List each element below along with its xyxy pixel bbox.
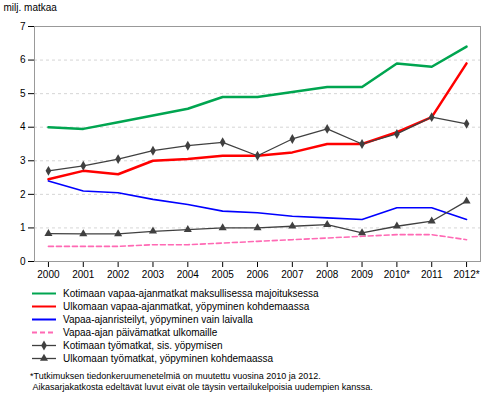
svg-text:3: 3 (20, 155, 26, 166)
svg-text:7: 7 (20, 21, 26, 32)
svg-text:2010*: 2010* (384, 269, 410, 280)
html-text:Ulkomaan työmatkat, yöpyminen: Ulkomaan työmatkat, yöpyminen kohdemaass… (63, 353, 274, 364)
html-text:Aikasarjakatkosta edeltävät lu: Aikasarjakatkosta edeltävät luvut eivät … (30, 382, 373, 392)
svg-text:2006: 2006 (246, 269, 269, 280)
svg-text:2012*: 2012* (453, 269, 479, 280)
html-text:Vapaa-ajanristeilyt, yöpyminen: Vapaa-ajanristeilyt, yöpyminen vain laiv… (63, 314, 253, 325)
html-text:Kotimaan vapaa-ajanmatkat maks: Kotimaan vapaa-ajanmatkat maksullisessa … (63, 288, 319, 299)
svg-text:2001: 2001 (72, 269, 95, 280)
svg-text:0: 0 (20, 256, 26, 267)
svg-text:2011: 2011 (421, 269, 443, 280)
svg-text:milj. matkaa: milj. matkaa (4, 2, 58, 13)
svg-text:2002: 2002 (107, 269, 130, 280)
html-text:Vapaa-ajan päivämatkat ulkomai: Vapaa-ajan päivämatkat ulkomaille (63, 327, 218, 338)
svg-text:2007: 2007 (281, 269, 304, 280)
svg-text:5: 5 (20, 88, 26, 99)
svg-text:2003: 2003 (142, 269, 165, 280)
svg-text:2008: 2008 (316, 269, 339, 280)
html-text:*Tutkimuksen tiedonkeruumenete: *Tutkimuksen tiedonkeruumenetelmiä on mu… (30, 371, 321, 381)
svg-text:4: 4 (20, 121, 26, 132)
svg-text:2005: 2005 (212, 269, 235, 280)
svg-text:2: 2 (20, 189, 26, 200)
svg-text:2009: 2009 (351, 269, 374, 280)
svg-text:1: 1 (20, 222, 26, 233)
svg-text:6: 6 (20, 54, 26, 65)
svg-text:2004: 2004 (177, 269, 200, 280)
html-text:Kotimaan työmatkat, sis. yöpym: Kotimaan työmatkat, sis. yöpymisen (63, 340, 223, 351)
html-text:Ulkomaan vapaa-ajanmatkat, yöp: Ulkomaan vapaa-ajanmatkat, yöpyminen koh… (63, 301, 310, 312)
svg-text:2000: 2000 (37, 269, 60, 280)
